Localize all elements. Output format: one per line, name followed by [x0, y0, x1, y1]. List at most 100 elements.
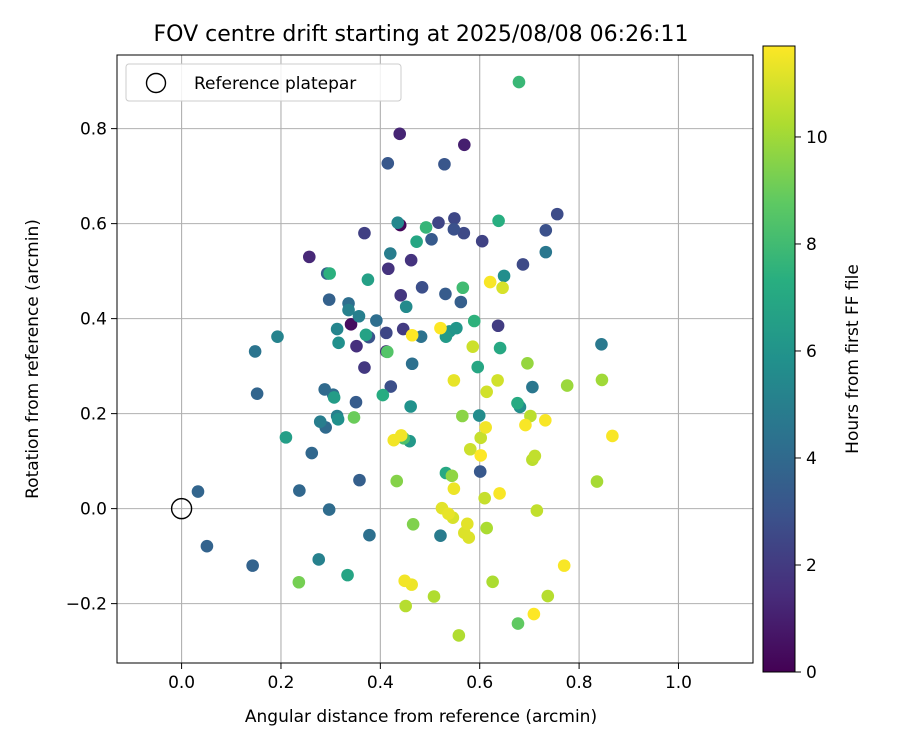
data-point — [473, 465, 487, 478]
data-point — [474, 431, 488, 445]
data-point — [200, 539, 214, 553]
data-point — [445, 469, 459, 483]
data-point — [390, 474, 404, 488]
data-point — [480, 521, 493, 535]
data-point — [248, 345, 262, 358]
data-point — [539, 413, 552, 427]
data-point — [447, 482, 461, 495]
data-point — [478, 491, 491, 505]
data-point — [394, 429, 408, 442]
colorbar-tick-label: 8 — [806, 235, 817, 255]
y-axis-ticks: −0.2 0.0 0.2 0.4 0.6 0.8 — [66, 120, 117, 615]
data-point — [312, 553, 326, 566]
colorbar-label: Hours from first FF file — [843, 264, 863, 454]
data-point — [361, 273, 375, 286]
x-axis-ticks: 0.0 0.2 0.4 0.6 0.8 1.0 — [168, 663, 692, 693]
data-point — [480, 385, 493, 399]
data-point — [381, 345, 394, 359]
y-tick-label: 0.8 — [80, 120, 107, 140]
grid-lines — [117, 55, 753, 663]
data-point — [279, 431, 293, 444]
y-tick-label: 0.6 — [80, 215, 107, 235]
data-point — [415, 280, 429, 294]
data-point — [323, 267, 336, 280]
data-point — [331, 413, 345, 426]
data-point — [496, 281, 509, 295]
data-point — [460, 517, 474, 531]
data-point — [292, 575, 306, 589]
data-point — [381, 157, 395, 170]
data-point — [352, 309, 366, 323]
data-point — [590, 475, 604, 488]
data-point — [511, 617, 525, 630]
data-point — [486, 575, 499, 589]
data-point — [442, 507, 455, 521]
data-point — [475, 234, 489, 248]
data-point — [452, 629, 466, 642]
data-point — [466, 340, 480, 353]
data-point — [353, 473, 366, 487]
data-point — [405, 328, 419, 342]
colorbar: 0 2 4 6 8 10 Hours from first FF file — [762, 45, 863, 683]
x-tick-label: 0.2 — [267, 673, 294, 693]
data-point — [363, 528, 376, 542]
data-point — [398, 574, 411, 588]
data-point — [322, 293, 336, 306]
data-point — [463, 442, 477, 456]
data-point — [483, 275, 497, 289]
y-tick-label: 0.2 — [80, 405, 107, 425]
data-point — [606, 429, 619, 443]
data-point — [439, 287, 452, 301]
data-point — [550, 207, 564, 221]
data-point — [246, 559, 259, 572]
data-point — [393, 127, 407, 141]
data-point — [528, 449, 542, 463]
data-point — [376, 388, 390, 402]
data-point — [462, 531, 476, 544]
data-point — [384, 380, 398, 393]
data-point — [332, 336, 345, 350]
data-point — [521, 356, 534, 370]
data-point — [438, 157, 451, 171]
data-point — [595, 337, 608, 351]
data-point — [491, 319, 505, 333]
colorbar-tick-label: 6 — [806, 342, 817, 362]
data-point — [347, 411, 361, 424]
colorbar-ticks: 0 2 4 6 8 10 — [795, 128, 828, 683]
data-point — [404, 400, 417, 413]
data-point — [425, 233, 438, 246]
data-point — [454, 295, 468, 309]
data-point — [560, 379, 574, 392]
x-tick-label: 0.6 — [466, 673, 493, 693]
x-tick-label: 0.0 — [168, 673, 195, 693]
data-point — [405, 357, 419, 371]
x-tick-label: 0.8 — [566, 673, 593, 693]
data-point — [322, 503, 336, 516]
data-point — [516, 258, 530, 271]
reference-marker-group — [170, 497, 193, 520]
data-point — [427, 590, 441, 603]
data-point — [330, 322, 344, 336]
data-point — [293, 484, 306, 497]
legend-reference-marker — [145, 72, 167, 94]
colorbar-gradient — [762, 45, 796, 673]
data-point — [434, 529, 447, 542]
data-point — [450, 321, 463, 335]
data-point — [358, 226, 371, 240]
data-point — [302, 250, 316, 264]
data-point — [350, 339, 363, 353]
x-tick-label: 0.4 — [367, 673, 394, 693]
data-point — [358, 361, 371, 374]
y-tick-label: −0.2 — [66, 595, 107, 615]
data-point — [491, 374, 504, 387]
data-point — [557, 559, 571, 572]
data-point — [394, 289, 408, 302]
data-point — [447, 374, 461, 387]
data-point — [526, 380, 539, 394]
data-point — [359, 328, 373, 342]
data-point — [383, 247, 397, 260]
data-point — [191, 485, 205, 498]
data-point — [342, 303, 355, 317]
data-point — [434, 321, 447, 335]
